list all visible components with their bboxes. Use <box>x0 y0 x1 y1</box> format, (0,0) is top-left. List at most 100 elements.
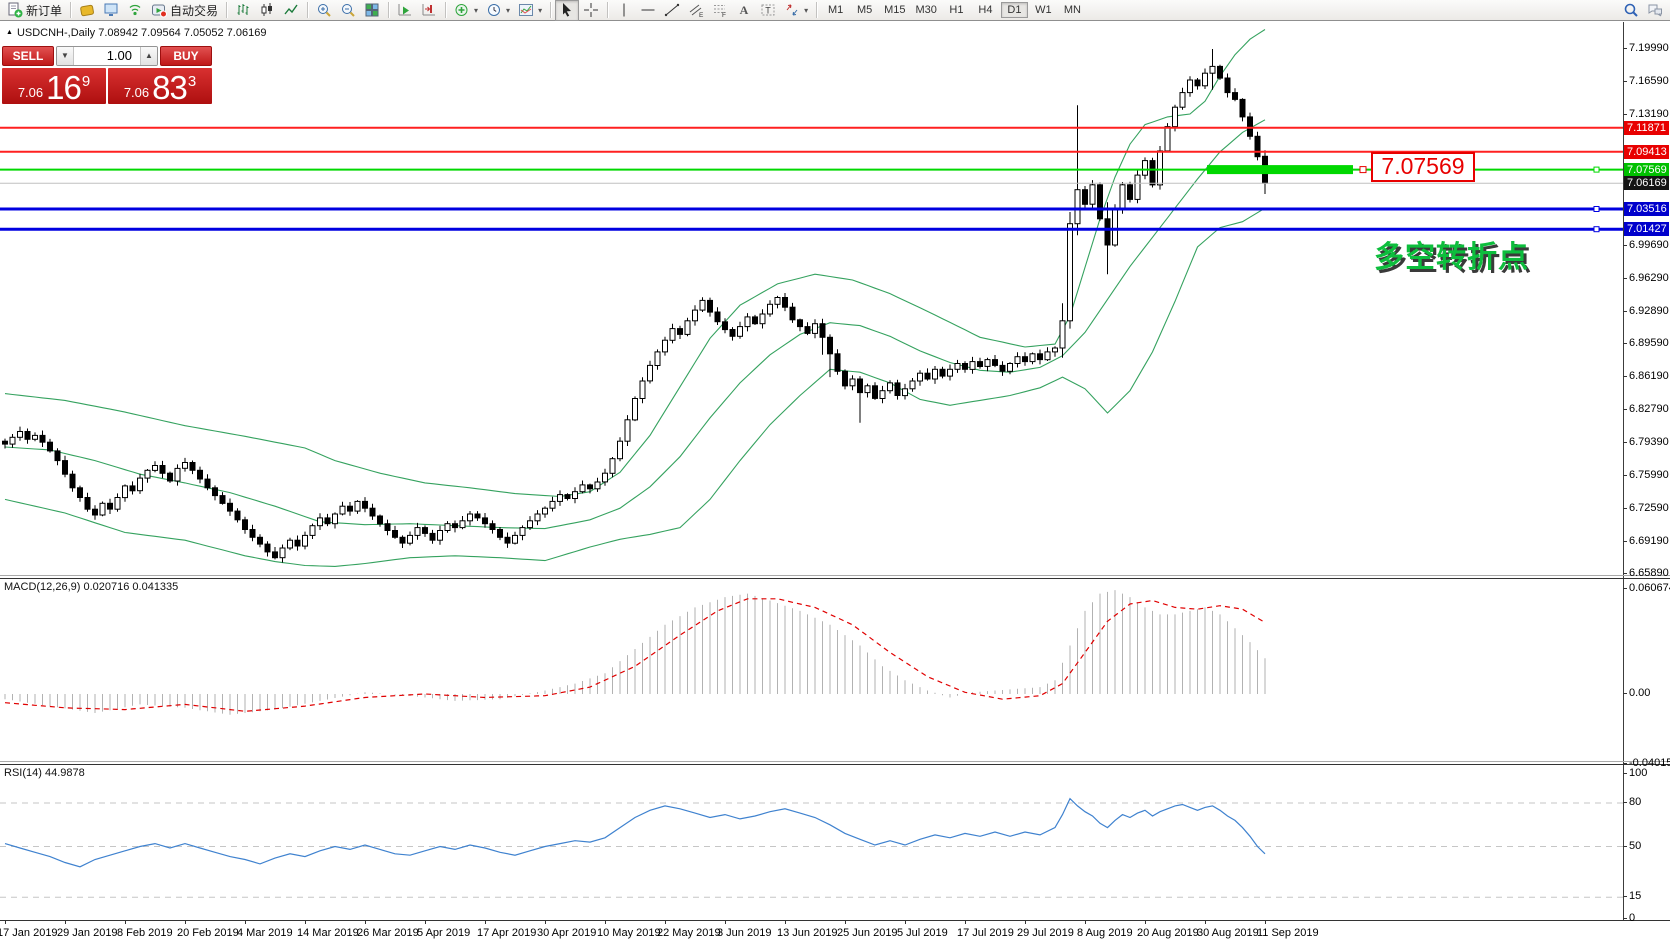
templates-button[interactable]: ▾ <box>514 0 546 21</box>
chat-button[interactable] <box>1643 0 1667 21</box>
one-click-trading-panel: SELL ▼ 1.00 ▲ BUY 7.06 16 9 7.06 83 3 <box>2 46 212 104</box>
timeframe-m15-button[interactable]: M15 <box>884 4 906 16</box>
date-axis-label: 17 Apr 2019 <box>477 927 537 939</box>
tile-windows-button[interactable] <box>360 0 384 21</box>
text-button[interactable]: A <box>732 0 756 21</box>
svg-text:T: T <box>765 6 771 16</box>
date-axis-label: 14 Mar 2019 <box>297 927 359 939</box>
timeframe-w1-button[interactable]: W1 <box>1035 4 1052 16</box>
metaquotes-button[interactable] <box>75 0 99 21</box>
sell-button[interactable]: SELL <box>2 46 54 66</box>
timeframe-h4-button[interactable]: H4 <box>978 4 993 16</box>
date-axis-label: 8 Feb 2019 <box>117 927 173 939</box>
rsi-pane-canvas[interactable] <box>0 765 1623 920</box>
signals-button[interactable] <box>123 0 147 21</box>
timeframe-m1-button[interactable]: M1 <box>827 4 844 16</box>
toolbar-separator <box>816 2 818 18</box>
highlighted-level-segment[interactable] <box>1207 165 1353 175</box>
date-axis-label: 11 Sep 2019 <box>1257 927 1319 939</box>
pane-splitter[interactable] <box>0 761 1670 762</box>
date-axis-tick <box>365 920 366 924</box>
sell-price-pips: 16 <box>46 69 82 106</box>
main-chart-canvas[interactable] <box>0 22 1623 577</box>
fibonacci-icon: F <box>714 5 726 18</box>
price-axis[interactable]: 7.19990 7.16590 7.13190 6.99690 6.96290 6.928… <box>1622 0 1670 944</box>
vertical-line-icon <box>623 3 625 17</box>
macd-pane-canvas[interactable] <box>0 579 1623 762</box>
pane-border <box>0 764 1670 765</box>
macd-axis-label: -0.040152 <box>1623 757 1670 769</box>
price-axis-label: 6.75990 <box>1623 469 1669 482</box>
crosshair-icon <box>584 3 599 17</box>
chart-shift-button[interactable] <box>417 0 441 21</box>
date-axis[interactable]: 17 Jan 2019 29 Jan 2019 8 Feb 2019 20 Feb 2… <box>0 920 1623 944</box>
volume-decrease-button[interactable]: ▼ <box>57 47 74 65</box>
date-axis-tick <box>245 920 246 924</box>
buy-button[interactable]: BUY <box>160 46 212 66</box>
fibonacci-button[interactable]: F <box>708 0 732 21</box>
text-icon: A <box>740 3 749 17</box>
rsi-axis-label: 80 <box>1622 796 1642 808</box>
date-axis-tick <box>965 920 966 924</box>
indicators-button[interactable]: ▾ <box>450 0 482 21</box>
volume-increase-button[interactable]: ▲ <box>140 47 157 65</box>
symbol-ohlc-text: USDCNH-,Daily 7.08942 7.09564 7.05052 7.… <box>16 27 267 39</box>
date-axis-tick <box>1085 920 1086 924</box>
buy-price-prefix: 7.06 <box>123 85 150 100</box>
candlestick-chart-button[interactable] <box>255 0 279 21</box>
text-label-button[interactable]: T <box>756 0 780 21</box>
timeframe-m5-button[interactable]: M5 <box>856 4 873 16</box>
zoom-out-icon <box>342 4 355 17</box>
price-axis-label: 6.65890 <box>1623 567 1669 580</box>
chat-icon <box>1648 4 1662 17</box>
chart-window-button[interactable] <box>99 0 123 21</box>
volume-stepper[interactable]: ▼ 1.00 ▲ <box>56 46 158 66</box>
arrows-icon <box>786 4 798 16</box>
auto-scroll-icon <box>398 4 412 16</box>
horizontal-line-button[interactable] <box>636 0 660 21</box>
zoom-in-icon <box>318 4 331 17</box>
price-axis-line <box>1623 22 1624 920</box>
bollinger-upper-band <box>4 29 1266 498</box>
rsi-axis-label: 50 <box>1622 839 1642 852</box>
trendline-button[interactable] <box>660 0 684 21</box>
crosshair-button[interactable] <box>579 0 603 21</box>
sell-price-display[interactable]: 7.06 16 9 <box>2 68 106 104</box>
timeframe-mn-button[interactable]: MN <box>1063 4 1081 16</box>
line-chart-button[interactable] <box>279 0 303 21</box>
timeframe-h1-button[interactable]: H1 <box>949 4 964 16</box>
timeframe-m30-button[interactable]: M30 <box>915 4 937 16</box>
arrows-button[interactable]: ▾ <box>780 0 812 21</box>
new-order-button[interactable]: 新订单 <box>3 0 66 21</box>
bar-chart-button[interactable] <box>231 0 255 21</box>
date-axis-label: 26 Mar 2019 <box>357 927 419 939</box>
search-button[interactable] <box>1619 0 1643 21</box>
collapse-arrow-icon[interactable]: ▲ <box>6 29 13 36</box>
indicators-add-icon <box>455 4 468 16</box>
new-order-label: 新订单 <box>26 3 63 18</box>
price-callout-box[interactable]: 7.07569 <box>1371 152 1475 182</box>
auto-scroll-button[interactable] <box>393 0 417 21</box>
timeframe-d1-button[interactable]: D1 <box>1000 2 1028 18</box>
zoom-out-button[interactable] <box>336 0 360 21</box>
date-axis-label: 25 Jun 2019 <box>837 927 898 939</box>
date-axis-label: 20 Feb 2019 <box>177 927 239 939</box>
equidistant-channel-button[interactable]: E <box>684 0 708 21</box>
pane-splitter[interactable] <box>0 575 1670 576</box>
cursor-button[interactable] <box>555 0 580 21</box>
trendline-icon <box>664 3 680 17</box>
autotrading-label: 自动交易 <box>170 3 219 18</box>
date-axis-tick <box>185 920 186 924</box>
buy-price-pips: 83 <box>152 69 188 106</box>
turning-point-annotation[interactable]: 多空转折点 <box>1374 241 1529 274</box>
buy-price-display[interactable]: 7.06 83 3 <box>108 68 212 104</box>
vertical-line-button[interactable] <box>612 0 636 21</box>
autotrading-button[interactable]: 自动交易 <box>147 0 222 21</box>
volume-value[interactable]: 1.00 <box>106 48 132 63</box>
price-axis-label: 6.69190 <box>1623 535 1669 548</box>
periods-button[interactable]: ▾ <box>482 0 514 21</box>
date-axis-tick <box>65 920 66 924</box>
price-axis-label: 7.16590 <box>1623 75 1669 87</box>
rsi-axis-label: 0 <box>1622 912 1636 924</box>
zoom-in-button[interactable] <box>312 0 336 21</box>
